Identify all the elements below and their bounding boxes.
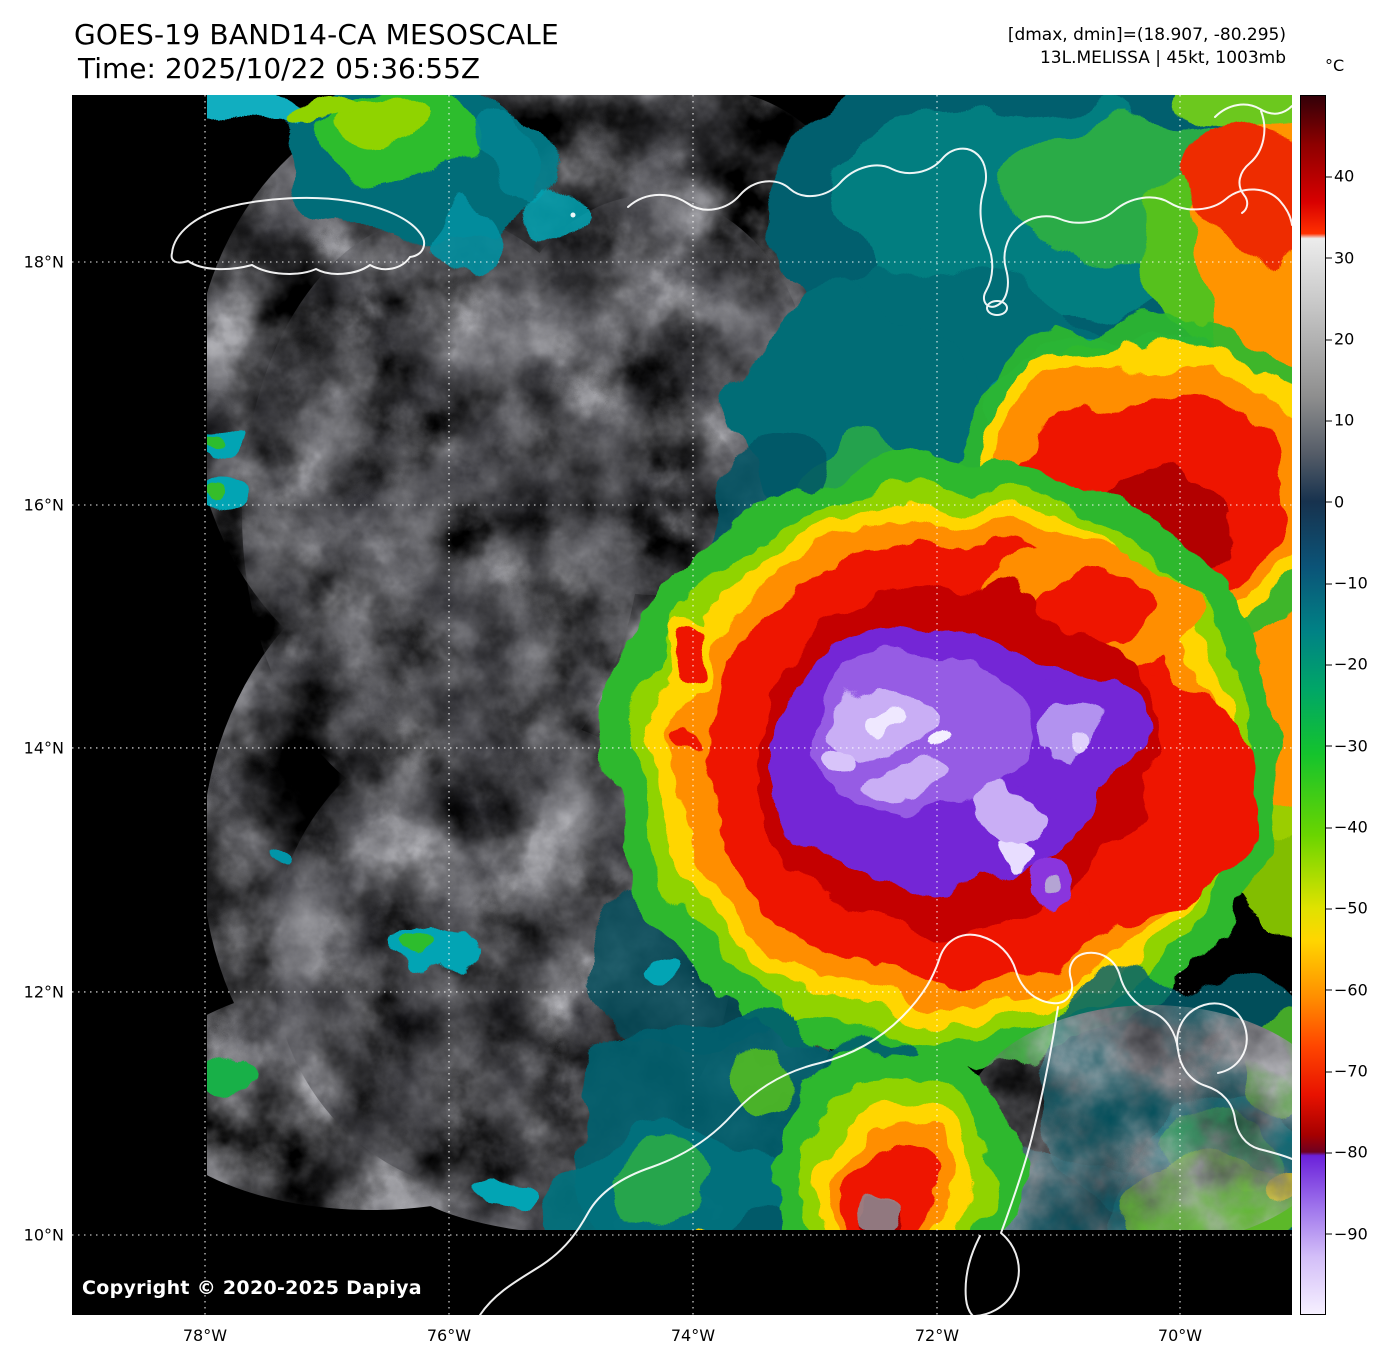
lon-tick-label: 74°W (670, 1326, 716, 1345)
lon-tick-label: 76°W (426, 1326, 472, 1345)
coastline-northeast-corner (1214, 103, 1292, 214)
colorbar-tick-label: −60 (1326, 980, 1368, 1000)
lon-tick-label: 78°W (182, 1326, 228, 1345)
lat-tick-label: 18°N (23, 252, 64, 272)
coastline-small-island (986, 300, 1008, 316)
colorbar-tick-label: 30 (1325, 248, 1355, 268)
lat-tick-label: 12°N (23, 982, 64, 1002)
colorbar-tick-label: −30 (1326, 736, 1368, 756)
header-readouts: [dmax, dmin]=(18.907, -80.295) 13L.MELIS… (1008, 24, 1286, 70)
colorbar-tick-label: −90 (1326, 1224, 1368, 1244)
satellite-imagery (72, 95, 1292, 1315)
coastlines (170, 103, 1292, 1315)
storm-info-readout: 13L.MELISSA | 45kt, 1003mb (1039, 48, 1286, 68)
colorbar (1300, 95, 1326, 1315)
southern-storm-cell (693, 1055, 1023, 1230)
mesoscale-data-region (207, 95, 1292, 1230)
lat-tick-label: 14°N (23, 738, 64, 758)
colorbar-tick-label: 0 (1325, 492, 1345, 512)
coastline-south-america (479, 933, 1292, 1315)
colorbar-tick-label: −20 (1326, 654, 1368, 674)
colorbar-tick-label: −10 (1326, 573, 1368, 593)
coastline-jamaica (170, 196, 426, 275)
colorbar-tick-label: −40 (1326, 817, 1368, 837)
colorbar-unit-label: °C (1325, 56, 1345, 75)
coastline-paraguana (1176, 1002, 1248, 1074)
colorbar-tick-label: −70 (1326, 1061, 1368, 1081)
colorbar-tick-label: −50 (1326, 898, 1368, 918)
coastline-small-cay (570, 212, 576, 218)
lon-tick-label: 72°W (914, 1326, 960, 1345)
lon-tick-label: 70°W (1157, 1326, 1203, 1345)
satellite-map: Copyright © 2020-2025 Dapiya (72, 95, 1292, 1315)
coastline-hispaniola (627, 147, 1292, 308)
timestamp: Time: 2025/10/22 05:36:55Z (78, 52, 481, 85)
colorbar-tick-label: 20 (1325, 329, 1355, 349)
coastline-lake-maracaibo (964, 1006, 1059, 1315)
west-cell (660, 627, 708, 746)
colorbar-tick-label: 10 (1325, 410, 1355, 430)
lat-tick-label: 10°N (23, 1225, 64, 1245)
isolated-cold-specks (207, 97, 671, 1208)
colorbar-tick-label: 40 (1325, 166, 1355, 186)
page-title: GOES-19 BAND14-CA MESOSCALE (74, 18, 559, 51)
lat-tick-label: 16°N (23, 495, 64, 515)
hurricane-melissa (602, 455, 1286, 1071)
colorbar-tick-label: −80 (1326, 1142, 1368, 1162)
dmax-dmin-readout: [dmax, dmin]=(18.907, -80.295) (1007, 25, 1286, 45)
copyright-watermark: Copyright © 2020-2025 Dapiya (82, 1277, 422, 1299)
